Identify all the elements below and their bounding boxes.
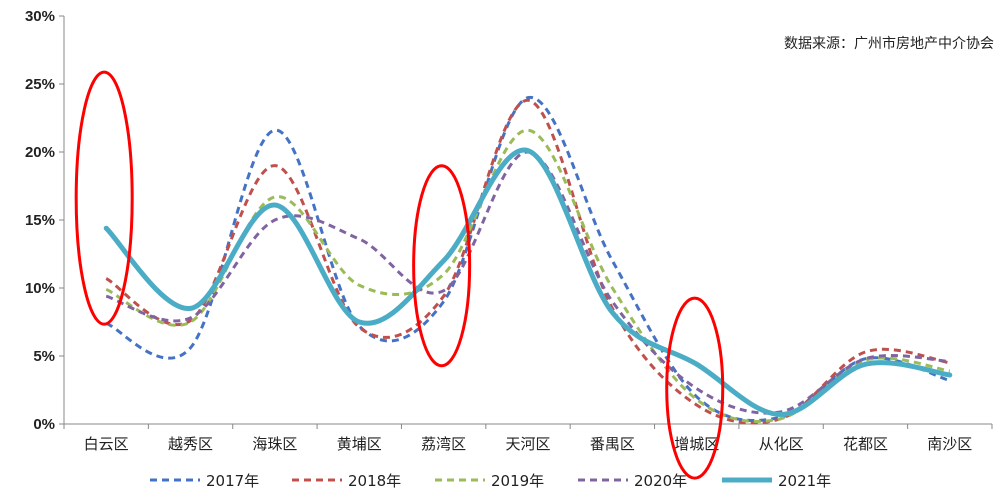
- highlight-ellipse-1: [412, 164, 472, 368]
- highlight-ellipse-2: [665, 296, 725, 480]
- x-tick-label: 番禺区: [590, 435, 635, 453]
- y-tick-label: 0%: [33, 416, 55, 433]
- y-tick-label: 5%: [33, 348, 55, 365]
- x-tick-label: 天河区: [505, 435, 550, 453]
- y-tick-label: 25%: [25, 76, 55, 93]
- y-tick-label: 20%: [25, 144, 55, 161]
- legend-label-0: 2017年: [206, 472, 259, 490]
- x-tick-label: 越秀区: [168, 435, 213, 453]
- legend-label-4: 2021年: [778, 472, 831, 490]
- x-tick-label: 南沙区: [927, 435, 972, 453]
- source-note: 数据来源：广州市房地产中介协会: [784, 35, 994, 52]
- x-tick-label: 海珠区: [252, 435, 297, 453]
- x-tick-label: 黄埔区: [337, 435, 382, 453]
- x-tick-label: 白云区: [84, 435, 129, 453]
- legend: 2017年 2018年 2019年 2020年 2021年: [150, 472, 831, 490]
- series-line-3: [105, 150, 950, 415]
- highlight-ellipse-0: [74, 70, 134, 326]
- series-line-4: [103, 147, 953, 417]
- x-tick-label: 从化区: [759, 435, 804, 453]
- y-tick-label: 30%: [25, 8, 55, 25]
- x-tick-label: 荔湾区: [421, 435, 466, 453]
- legend-label-2: 2019年: [491, 472, 544, 490]
- x-tick-label: 花都区: [843, 435, 888, 453]
- series-line-2: [105, 128, 951, 423]
- y-tick-label: 15%: [25, 212, 55, 229]
- annotation-layer: [74, 70, 725, 480]
- axes: 0% 5% 10% 15% 20% 25% 30% 白云区 越秀区 海珠区 黄埔区 荔湾区 天河区 番禺区…: [25, 8, 993, 453]
- legend-label-1: 2018年: [348, 472, 401, 490]
- x-tick-label: 增城区: [674, 435, 719, 453]
- y-tick-label: 10%: [25, 280, 55, 297]
- series-layer: [103, 96, 953, 425]
- legend-label-3: 2020年: [634, 472, 687, 490]
